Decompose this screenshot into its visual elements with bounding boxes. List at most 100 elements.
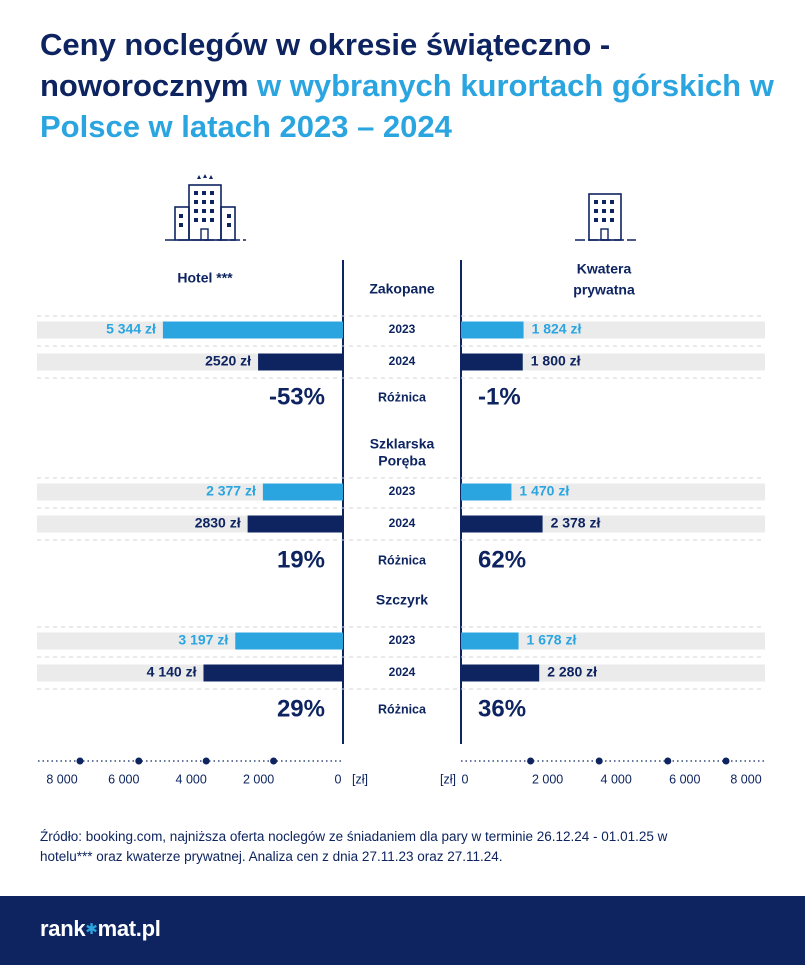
- hotel-window: [179, 223, 183, 227]
- hotel-bar-2023: [235, 632, 343, 650]
- kwatera-bar-2024: [461, 664, 540, 682]
- kwatera-diff-value: 62%: [478, 546, 526, 573]
- axis-tick-dot: [135, 757, 143, 765]
- apartment-window: [610, 218, 614, 222]
- source-note: Źródło: booking.com, najniższa oferta no…: [40, 829, 668, 864]
- axis-unit-left: [zł]: [352, 772, 368, 786]
- kwatera-header-line-2: prywatna: [573, 282, 635, 298]
- year-label: 2024: [389, 516, 416, 530]
- hotel-value-label-2024: 4 140 zł: [147, 664, 197, 680]
- axis-tick-label-left: 4 000: [176, 772, 207, 786]
- hotel-star-1: [197, 175, 201, 179]
- axis-tick-dot: [202, 757, 210, 765]
- kwatera-value-label-2024: 1 800 zł: [531, 353, 581, 369]
- kwatera-header-line-1: Kwatera: [577, 261, 632, 277]
- axis-tick-dot: [722, 757, 730, 765]
- resort-name: Szklarska: [370, 436, 435, 452]
- kwatera-bar-2024: [461, 353, 523, 371]
- apartment-window: [594, 218, 598, 222]
- rankomat-logo[interactable]: rank✱mat.pl: [40, 916, 161, 942]
- apartment-window: [602, 209, 606, 213]
- star-icon: ✱: [85, 921, 98, 938]
- hotel-window: [210, 200, 214, 204]
- hotel-value-label-2023: 2 377 zł: [206, 483, 256, 499]
- axis-tick-label-right: 2 000: [532, 772, 563, 786]
- hotel-value-label-2023: 5 344 zł: [106, 321, 156, 337]
- resort-name: Szczyrk: [376, 592, 428, 608]
- axis-tick-label-right: 6 000: [669, 772, 700, 786]
- hotel-window: [202, 191, 206, 195]
- hotel-diff-value: 19%: [277, 546, 325, 573]
- bar-track-right: [461, 321, 765, 339]
- hotel-window: [210, 218, 214, 222]
- hotel-bar-2024: [258, 353, 343, 371]
- year-label: 2024: [389, 354, 416, 368]
- hotel-window: [227, 214, 231, 218]
- hotel-window: [202, 200, 206, 204]
- hotel-window: [194, 191, 198, 195]
- apartment-window: [610, 200, 614, 204]
- hotel-window: [210, 209, 214, 213]
- hotel-door: [200, 228, 209, 241]
- axis-tick-label-right: 0: [462, 772, 469, 786]
- diff-label: Różnica: [378, 390, 427, 404]
- hotel-bar-2023: [162, 321, 343, 339]
- butterfly-chart: Hotel *** Kwatera prywatna Zakopane 5 344 zł…: [37, 174, 766, 786]
- axis-tick-label-left: 0: [335, 772, 342, 786]
- kwatera-bar-2024: [461, 515, 543, 533]
- diff-label: Różnica: [378, 553, 427, 567]
- axis-tick-dot: [270, 757, 278, 765]
- axis-tick-dot: [527, 757, 535, 765]
- title-part-dark: Ceny noclegów w okresie świąteczno -nowo…: [40, 27, 611, 103]
- hotel-value-label-2024: 2520 zł: [205, 353, 251, 369]
- kwatera-value-label-2023: 1 824 zł: [532, 321, 582, 337]
- hotel-window: [179, 214, 183, 218]
- hotel-diff-value: 29%: [277, 695, 325, 722]
- axis-tick-label-left: 8 000: [46, 772, 77, 786]
- resort-name: Zakopane: [369, 281, 435, 297]
- resort-name: Poręba: [378, 453, 426, 469]
- kwatera-diff-value: -1%: [478, 383, 521, 410]
- apartment-window: [594, 200, 598, 204]
- axis-tick-label-left: 6 000: [108, 772, 139, 786]
- axis-tick-label-right: 4 000: [601, 772, 632, 786]
- hotel-diff-value: -53%: [269, 383, 325, 410]
- logo-text-start: rank: [40, 916, 86, 941]
- hotel-bar-2024: [247, 515, 343, 533]
- axis-tick-dot: [76, 757, 84, 765]
- kwatera-bar-2023: [461, 632, 519, 650]
- hotel-header: Hotel ***: [177, 270, 233, 286]
- footer: rank✱mat.pl: [0, 896, 805, 965]
- hotel-window: [202, 218, 206, 222]
- hotel-window: [202, 209, 206, 213]
- year-label: 2023: [389, 484, 416, 498]
- page-title: Ceny noclegów w okresie świąteczno -nowo…: [40, 24, 780, 147]
- apartment-window: [602, 200, 606, 204]
- hotel-value-label-2023: 3 197 zł: [178, 632, 228, 648]
- hotel-bar-2023: [262, 483, 343, 501]
- kwatera-value-label-2023: 1 470 zł: [519, 483, 569, 499]
- kwatera-bar-2023: [461, 321, 524, 339]
- hotel-window: [210, 191, 214, 195]
- year-label: 2023: [389, 322, 416, 336]
- kwatera-value-label-2024: 2 378 zł: [551, 515, 601, 531]
- apartment-window: [594, 209, 598, 213]
- axis-unit-right: [zł]: [440, 772, 456, 786]
- apartment-window: [602, 218, 606, 222]
- hotel-wing-right: [220, 206, 236, 241]
- apartment-door: [600, 228, 609, 241]
- hotel-star-2: [203, 174, 207, 178]
- hotel-window: [227, 223, 231, 227]
- hotel-window: [194, 209, 198, 213]
- kwatera-diff-value: 36%: [478, 695, 526, 722]
- bar-track-right: [461, 353, 765, 371]
- hotel-bar-2024: [203, 664, 343, 682]
- bar-track-right: [461, 483, 765, 501]
- bar-track-right: [461, 632, 765, 650]
- diff-label: Różnica: [378, 702, 427, 716]
- logo-text-end: mat.pl: [97, 916, 161, 941]
- kwatera-value-label-2023: 1 678 zł: [527, 632, 577, 648]
- apartment-window: [610, 209, 614, 213]
- title-part-highlight: w wybranych kurortach górskich w Polsce …: [40, 68, 774, 144]
- hotel-star-3: [209, 175, 213, 179]
